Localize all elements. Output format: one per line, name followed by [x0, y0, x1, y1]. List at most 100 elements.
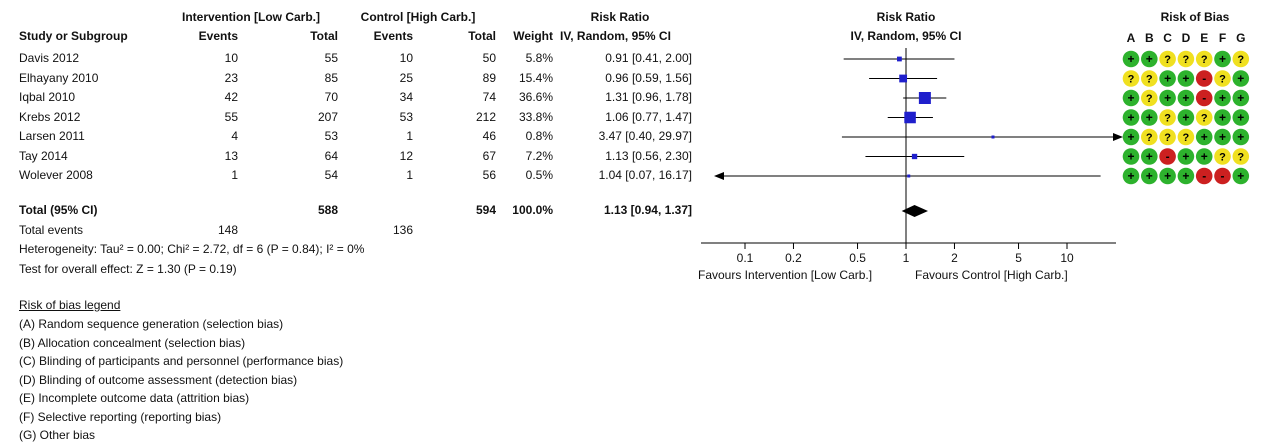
risk-of-bias-judgement: [1195, 70, 1213, 87]
study-weight: 7.2%: [525, 148, 553, 163]
legend-item: (G) Other bias: [19, 428, 95, 442]
study-events-i: 23: [224, 70, 238, 85]
overall-effect-test: Test for overall effect: Z = 1.30 (P = 0…: [19, 262, 237, 276]
risk-of-bias-symbol: +: [1127, 91, 1134, 105]
risk-of-bias-symbol: +: [1237, 130, 1244, 144]
x-axis-tick-label: 10: [1060, 251, 1074, 265]
legend-letter: (C): [19, 354, 36, 368]
risk-of-bias-judgement: [1141, 70, 1158, 87]
legend-letter: (A): [19, 317, 35, 331]
risk-of-bias-symbol: +: [1127, 150, 1134, 164]
risk-of-bias-symbol: +: [1146, 169, 1153, 183]
legend-item: (A) Random sequence generation (selectio…: [19, 317, 283, 331]
study-total-i: 85: [324, 70, 338, 85]
risk-of-bias-symbol: +: [1146, 111, 1153, 125]
rob-domain-letter: G: [1236, 31, 1245, 45]
legend-text: Other bias: [39, 428, 96, 442]
risk-of-bias-judgement: [1122, 109, 1140, 126]
forest-plot-title: Risk Ratio: [876, 10, 936, 24]
study-weight: 33.8%: [518, 109, 553, 124]
risk-of-bias-judgement: [1195, 50, 1213, 68]
legend-letter: (G): [19, 428, 37, 442]
risk-of-bias-symbol: ?: [1219, 74, 1226, 86]
study-total-c: 46: [482, 129, 496, 143]
study-weight: 5.8%: [525, 51, 553, 65]
legend-item: (B) Allocation concealment (selection bi…: [19, 336, 245, 350]
risk-of-bias-symbol: +: [1237, 111, 1244, 125]
study-events-c: 1: [406, 168, 413, 182]
risk-of-bias-symbol: +: [1127, 169, 1134, 183]
study-total-c: 50: [482, 51, 496, 65]
legend-item: (F) Selective reporting (reporting bias): [19, 410, 221, 424]
risk-of-bias-judgement: [1141, 50, 1158, 68]
risk-of-bias-symbol: ?: [1146, 93, 1153, 105]
risk-of-bias-symbol: +: [1127, 130, 1134, 144]
rob-domain-letter: A: [1127, 31, 1136, 45]
risk-of-bias-judgement: [1122, 167, 1140, 185]
risk-of-bias-symbol: -: [1202, 72, 1206, 86]
study-events-c: 12: [399, 148, 413, 163]
rob-domain-letter: B: [1145, 31, 1154, 45]
study-total-i: 54: [324, 168, 338, 182]
risk-of-bias-symbol: ?: [1164, 113, 1171, 125]
study-ci: 0.91 [0.41, 2.00]: [605, 51, 692, 65]
risk-of-bias-judgement: [1214, 128, 1231, 146]
risk-of-bias-judgement: [1232, 50, 1250, 68]
risk-of-bias-symbol: +: [1182, 111, 1189, 125]
study-name: Krebs 2012: [19, 109, 81, 124]
legend-letter: (E): [19, 391, 35, 405]
risk-of-bias-symbol: -: [1202, 91, 1206, 105]
study-weight: 0.8%: [525, 129, 553, 143]
control-group-header: Control [High Carb.]: [360, 10, 476, 24]
study-name: Davis 2012: [19, 51, 80, 65]
risk-of-bias-symbol: ?: [1146, 74, 1153, 86]
risk-of-bias-judgement: [1214, 109, 1231, 126]
risk-of-bias-symbol: +: [1164, 91, 1171, 105]
risk-of-bias-symbol: +: [1182, 150, 1189, 164]
risk-of-bias-symbol: +: [1237, 169, 1244, 183]
risk-of-bias-symbol: +: [1201, 130, 1208, 144]
ci-arrow-right: [1113, 133, 1123, 141]
risk-of-bias-symbol: +: [1164, 169, 1171, 183]
study-weight: 36.6%: [518, 90, 553, 104]
risk-of-bias-judgement: [1122, 89, 1140, 107]
study-point-estimate: [907, 174, 911, 178]
risk-of-bias-symbol: ?: [1128, 74, 1135, 86]
study-weight: 15.4%: [518, 70, 553, 85]
legend-item: (C) Blinding of participants and personn…: [19, 354, 343, 368]
heterogeneity-stats: Heterogeneity: Tau² = 0.00; Chi² = 2.72,…: [19, 242, 365, 256]
risk-of-bias-symbol: ?: [1237, 54, 1244, 66]
legend-text: Blinding of participants and personnel (…: [39, 354, 344, 368]
events-intervention-header: Events: [198, 29, 238, 43]
risk-of-bias-symbol: +: [1237, 91, 1244, 105]
total-intervention: 588: [317, 203, 338, 217]
risk-of-bias-judgement: [1195, 89, 1213, 107]
rob-domain-letter: F: [1219, 31, 1226, 45]
total-weight: 100.0%: [512, 203, 553, 217]
risk-of-bias-symbol: ?: [1183, 132, 1190, 144]
risk-of-bias-judgement: [1214, 70, 1231, 87]
risk-of-bias-symbol: ?: [1146, 132, 1153, 144]
risk-of-bias-symbol: ?: [1219, 152, 1226, 164]
study-point-estimate: [899, 74, 908, 83]
study-events-i: 13: [224, 148, 238, 163]
risk-of-bias-judgement: [1214, 167, 1231, 185]
study-events-i: 4: [231, 129, 238, 143]
risk-of-bias-symbol: +: [1201, 150, 1208, 164]
events-control-header: Events: [373, 29, 413, 43]
study-events-c: 10: [399, 51, 413, 65]
study-events-i: 1: [231, 168, 238, 182]
risk-of-bias-judgement: [1159, 167, 1176, 185]
study-name: Elhayany 2010: [19, 70, 99, 85]
rob-domain-letter: D: [1182, 31, 1191, 45]
forest-plot-method: IV, Random, 95% CI: [850, 29, 962, 43]
legend-text: Blinding of outcome assessment (detectio…: [39, 372, 298, 387]
study-name: Iqbal 2010: [19, 90, 76, 104]
risk-of-bias-judgement: [1141, 89, 1158, 107]
study-total-i: 64: [324, 148, 338, 163]
study-total-i: 70: [324, 90, 338, 104]
favours-control-label: Favours Control [High Carb.]: [915, 268, 1068, 282]
study-events-i: 10: [224, 51, 238, 65]
risk-of-bias-symbol: ?: [1237, 152, 1244, 164]
risk-of-bias-symbol: ?: [1183, 54, 1190, 66]
